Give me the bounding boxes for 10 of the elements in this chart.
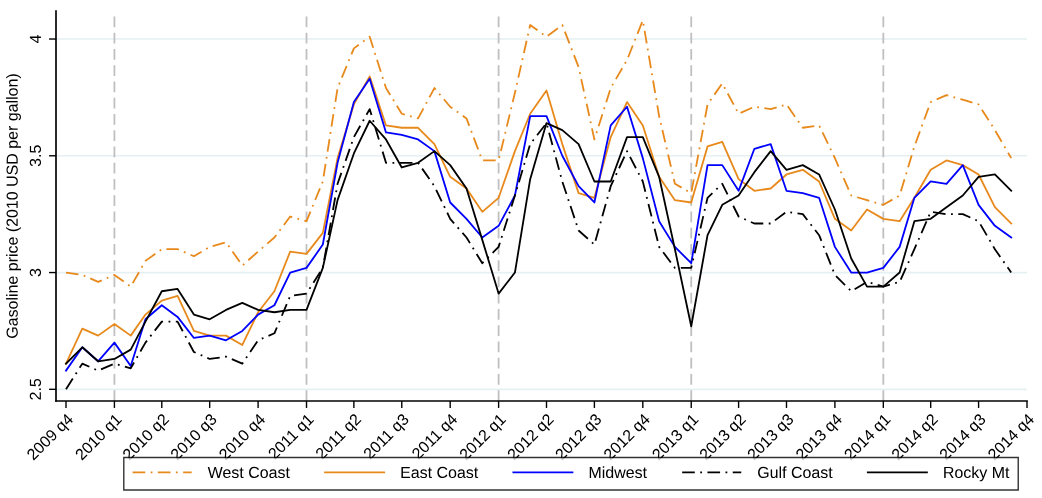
y-tick-label: 2.5 [29, 378, 42, 400]
y-tick-label: 3 [29, 268, 42, 277]
y-axis-title: Gasoline price (2010 USD per gallon) [6, 74, 21, 338]
legend-label: East Coast [401, 466, 479, 479]
legend-label: Midwest [589, 466, 647, 479]
legend-label: Gulf Coast [758, 466, 833, 479]
legend-label: Rocky Mt [944, 466, 1010, 482]
y-tick-label: 3.5 [29, 145, 42, 167]
legend-label: West Coast [207, 466, 290, 479]
y-tick-label: 4 [29, 35, 41, 44]
